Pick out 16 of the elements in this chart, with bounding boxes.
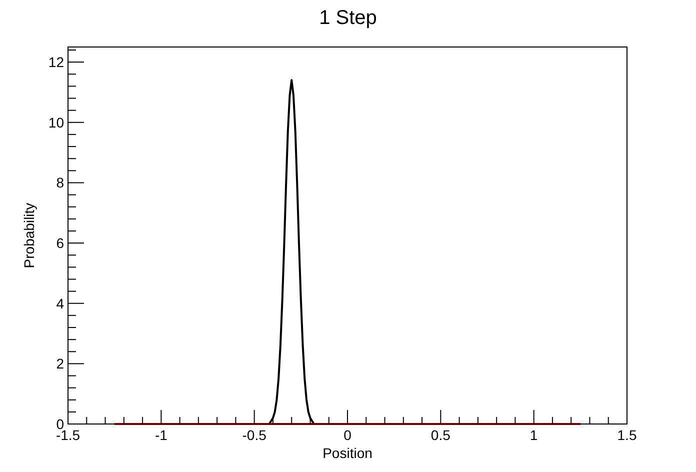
y-tick-label: 0 bbox=[56, 416, 64, 432]
y-tick-label: 12 bbox=[48, 54, 64, 70]
x-axis-title: Position bbox=[322, 445, 372, 461]
y-tick-label: 6 bbox=[56, 235, 64, 252]
x-tick-label: 0.5 bbox=[430, 427, 451, 443]
y-tick-label: 4 bbox=[56, 295, 64, 312]
x-tick-label: -1 bbox=[154, 427, 168, 443]
y-tick-label: 2 bbox=[56, 356, 64, 372]
chart-title: 1 Step bbox=[319, 7, 377, 29]
x-tick-label: 1 bbox=[530, 427, 538, 443]
y-tick-label: 8 bbox=[56, 174, 64, 191]
y-axis-title: Probability bbox=[21, 202, 37, 268]
x-tick-label: 0 bbox=[344, 427, 352, 443]
x-tick-label: 1.5 bbox=[617, 427, 637, 443]
y-tick-label: 10 bbox=[48, 114, 64, 130]
x-tick-label: -0.5 bbox=[242, 427, 267, 443]
